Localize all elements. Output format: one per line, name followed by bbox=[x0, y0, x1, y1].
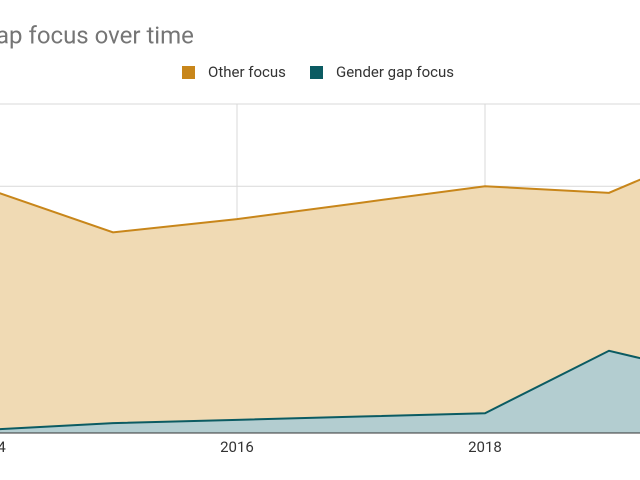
legend: Other focus Gender gap focus bbox=[182, 63, 454, 81]
area bbox=[0, 179, 640, 433]
line bbox=[0, 178, 640, 234]
area bbox=[0, 350, 640, 433]
line bbox=[0, 349, 640, 431]
plot bbox=[0, 178, 640, 433]
x-tick-label: 2018 bbox=[468, 438, 502, 456]
x-tick-label: 2014 bbox=[0, 438, 6, 456]
legend-label: Gender gap focus bbox=[336, 63, 454, 81]
legend-swatch bbox=[182, 66, 195, 79]
axes: 2014201620182020 bbox=[0, 432, 640, 456]
chart-title: ap focus over time bbox=[0, 21, 194, 49]
legend-swatch bbox=[310, 66, 323, 79]
x-tick-label: 2016 bbox=[220, 438, 254, 456]
legend-label: Other focus bbox=[208, 63, 286, 81]
